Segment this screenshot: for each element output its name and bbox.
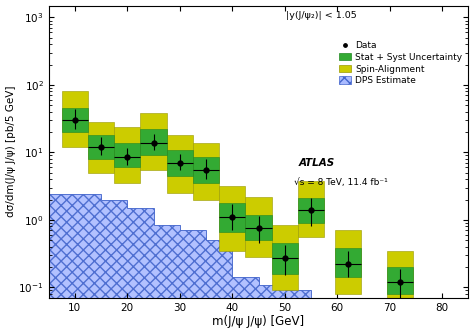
Bar <box>140 129 167 156</box>
Bar <box>246 214 272 240</box>
Bar <box>335 248 361 278</box>
Bar <box>219 203 246 232</box>
Bar <box>219 186 246 250</box>
Text: √s = 8 TeV, 11.4 fb⁻¹: √s = 8 TeV, 11.4 fb⁻¹ <box>294 178 388 187</box>
Bar <box>167 150 193 176</box>
X-axis label: m(J/ψ J/ψ) [GeV]: m(J/ψ J/ψ) [GeV] <box>212 315 305 328</box>
Text: |y(J/ψ₂)| < 1.05: |y(J/ψ₂)| < 1.05 <box>286 11 356 20</box>
Bar <box>335 230 361 294</box>
Bar <box>298 198 324 223</box>
Text: ATLAS: ATLAS <box>299 158 335 168</box>
Bar <box>140 113 167 170</box>
Bar <box>193 157 219 183</box>
Bar <box>114 127 140 183</box>
Bar <box>114 143 140 167</box>
Bar <box>88 135 114 159</box>
Bar <box>62 92 88 147</box>
Bar <box>193 143 219 199</box>
Bar <box>387 250 413 311</box>
Bar <box>387 267 413 294</box>
Bar <box>298 181 324 237</box>
Bar <box>246 197 272 257</box>
Bar <box>272 225 298 291</box>
Bar <box>167 135 193 193</box>
Bar <box>62 108 88 132</box>
Y-axis label: dσ/dm(J/ψ J/ψ) [pb/5 GeV]: dσ/dm(J/ψ J/ψ) [pb/5 GeV] <box>6 86 16 217</box>
Bar <box>88 122 114 173</box>
Bar <box>272 243 298 274</box>
Legend: Data, Stat + Syst Uncertainty, Spin-Alignment, DPS Estimate: Data, Stat + Syst Uncertainty, Spin-Alig… <box>337 39 464 87</box>
